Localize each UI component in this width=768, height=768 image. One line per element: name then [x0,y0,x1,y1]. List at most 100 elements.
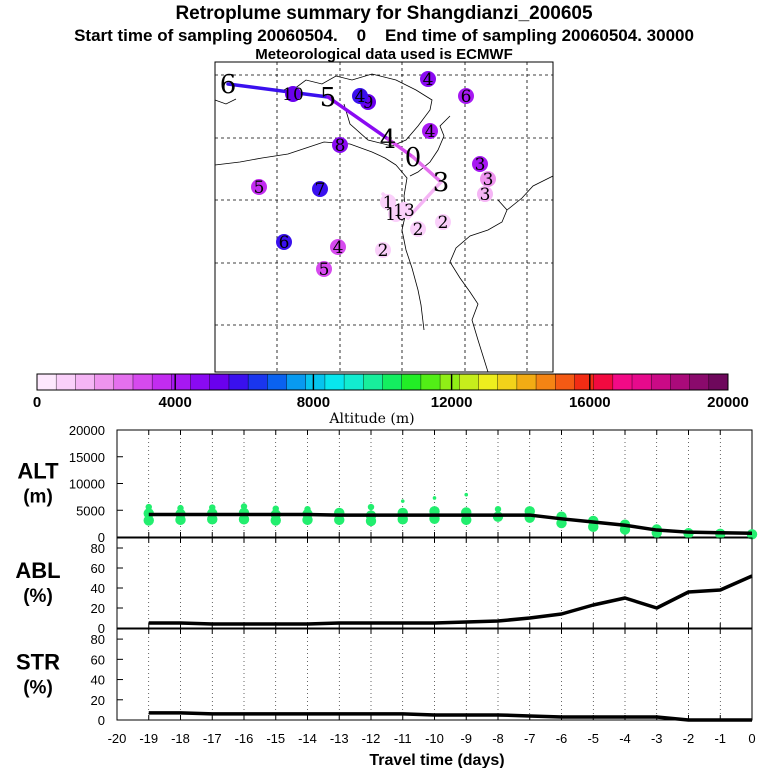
y-tick-label: 60 [91,561,105,576]
cluster-label: 13 [393,201,415,221]
cluster-label: 6 [279,233,290,253]
colorbar-swatch [56,374,76,390]
mean-altitude-line [148,512,753,536]
y-tick-label: 20 [91,601,105,616]
cluster-marker [251,179,267,195]
colorbar-swatch [612,374,633,390]
map-border [214,141,397,166]
y-tick-label: 40 [91,581,105,596]
colorbar-swatch [555,374,575,390]
colorbar-swatch [516,374,537,390]
y-tick-label: 0 [98,530,105,545]
cluster-marker [380,194,396,210]
cluster-marker [276,234,292,250]
x-tick-label: -1 [714,731,726,746]
time-series-panels: 0 5000 10000 15000 20000 ALT (m) 0 20 40 60 80 ABL (%… [15,423,758,768]
panel-abl: 0 20 40 60 80 ABL (%) [15,537,753,636]
cluster-marker [330,239,346,255]
altitude-point [270,515,281,526]
altitude-point [143,515,154,526]
altitude-point [334,514,345,526]
colorbar-tick-label: 0 [33,394,41,411]
x-axis-label: Travel time (days) [369,752,504,768]
colorbar-tick-label: 16000 [569,394,611,411]
cluster-marker [472,156,488,172]
colorbar-title: Altitude (m) [328,411,414,427]
colorbar-swatch [324,374,345,390]
panel-ylabel-unit: (%) [23,586,53,607]
altitude-point [367,503,375,511]
x-tick-label: 0 [748,731,755,746]
cluster-label: 5 [319,260,330,280]
x-tick-label: -11 [394,731,412,746]
y-tick-label: 40 [91,673,105,688]
panel-alt: 0 5000 10000 15000 20000 ALT (m) [17,423,758,545]
x-tick-label: -9 [460,731,472,746]
colorbar-swatch [440,374,460,390]
y-tick-label: 80 [91,632,105,647]
x-tick-label: -14 [298,731,317,746]
x-tick-label: -17 [203,731,222,746]
colorbar-swatch [382,374,403,390]
altitude-point [588,521,599,533]
colorbar-swatch [459,374,479,390]
colorbar-swatch [593,374,614,390]
altitude-point [238,514,250,525]
cluster-label: 4 [423,70,434,90]
colorbar-swatch [651,374,671,390]
cluster-label: 2 [438,213,449,233]
altitude-point [400,499,405,503]
cluster-label: 4 [425,122,436,142]
cluster-label: 3 [475,155,486,175]
cluster-label: 2 [378,241,389,261]
altitude-point [365,515,377,527]
x-tick-label: -15 [266,731,285,746]
y-tick-label: 10000 [69,477,105,492]
trajectory-label: 0 [405,143,422,173]
colorbar-swatch [670,374,691,390]
colorbar-swatch [190,374,211,390]
map-border [289,73,433,147]
colorbar-tick-label: 8000 [297,394,330,411]
panel-ylabel: STR [16,650,60,675]
cluster-marker [480,171,496,187]
x-tick-label: -13 [330,731,349,746]
colorbar-swatch [37,374,57,390]
colorbar-swatch [113,374,134,390]
colorbar-swatch [94,374,115,390]
x-tick-label: -4 [619,731,631,746]
altitude-point [207,514,218,525]
altitude-point [175,514,186,526]
cluster-marker [352,88,368,104]
cluster-label: 4 [355,87,366,107]
x-tick-label: -3 [651,731,663,746]
end-time-label: End time of sampling 20060504. 30000 [384,26,694,45]
colorbar-tick-label: 12000 [431,394,473,411]
colorbar-swatch [344,374,364,390]
cluster-marker [312,181,328,197]
colorbar-swatch [152,374,172,390]
panel-ylabel: ABL [15,558,60,583]
abl-line [148,574,753,626]
colorbar-swatch [536,374,556,390]
y-tick-label: 20 [91,693,105,708]
colorbar-swatch [75,374,95,390]
cluster-marker [422,123,438,139]
colorbar-frame [36,373,729,391]
cluster-marker [332,137,348,153]
altitude-point [461,514,472,526]
trajectory-segment [386,137,415,159]
colorbar-swatch [248,374,268,390]
x-tick-label: -16 [235,731,254,746]
x-tick-label: -19 [139,731,158,746]
trajectory-segment [411,155,443,184]
x-tick-label: -20 [108,731,127,746]
colorbar-swatch [708,374,729,390]
y-tick-label: 5000 [76,503,105,518]
y-tick-label: 80 [91,541,105,556]
altitude-point [302,514,313,526]
map-frame [214,61,554,373]
plot-title: Retroplume summary for Shangdianzi_20060… [175,3,593,24]
y-tick-label: 20000 [69,423,105,438]
trajectory-segment [326,95,390,141]
